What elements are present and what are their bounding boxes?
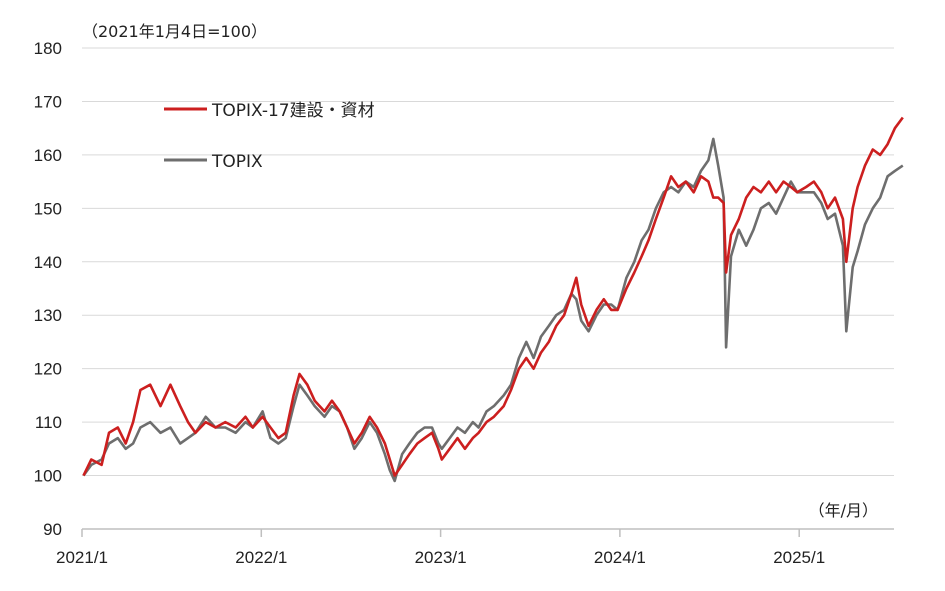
x-axis (81, 528, 894, 537)
series-lines (82, 116, 904, 483)
y-tick-label: 160 (34, 146, 62, 165)
y-tick-label: 120 (34, 360, 62, 379)
x-axis-tick-labels: 2021/1 2022/1 2023/1 2024/1 2025/1 (56, 548, 825, 567)
y-tick-label: 150 (34, 199, 62, 218)
legend: TOPIX-17建設・資材 TOPIX (164, 101, 375, 172)
x-tick-label: 2025/1 (773, 548, 825, 567)
x-axis-unit-label: （年/月） (809, 501, 878, 520)
y-tick-label: 110 (35, 413, 62, 432)
series-line-construction-materials (82, 116, 904, 477)
legend-label-topix: TOPIX (211, 152, 263, 172)
y-tick-label: 130 (34, 306, 62, 325)
x-tick-label: 2022/1 (235, 548, 287, 567)
y-tick-label: 90 (43, 520, 62, 539)
series-line-topix (82, 137, 904, 483)
y-tick-label: 100 (34, 467, 62, 486)
x-tick-label: 2024/1 (594, 548, 646, 567)
legend-label-construction: TOPIX-17建設・資材 (211, 101, 375, 121)
y-tick-label: 140 (34, 253, 62, 272)
y-axis-tick-labels: 90 100 110 120 130 140 150 160 170 180 (34, 39, 62, 539)
horizontal-gridlines (82, 47, 894, 477)
y-axis-unit-label: （2021年1月4日=100） (82, 22, 267, 41)
x-tick-label: 2023/1 (415, 548, 467, 567)
y-tick-label: 180 (34, 39, 62, 58)
y-tick-label: 170 (34, 92, 62, 111)
x-tick-label: 2021/1 (56, 548, 108, 567)
